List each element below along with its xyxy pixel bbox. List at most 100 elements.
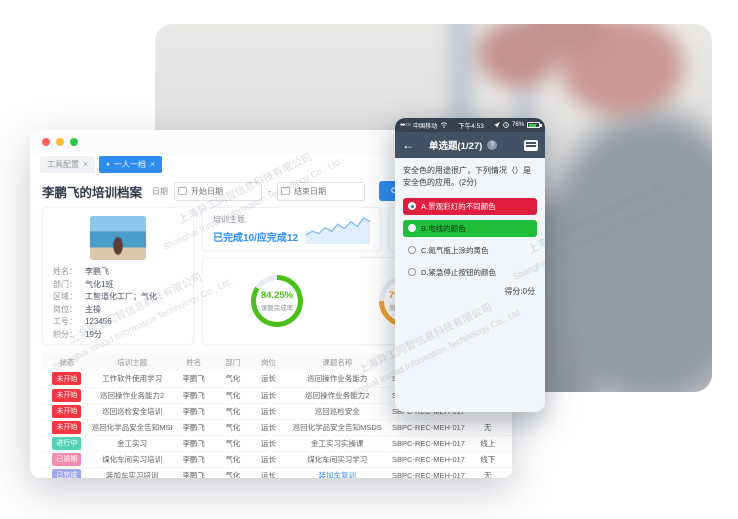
table-row[interactable]: 未开始巡回巡检安全培训李鹏飞气化运长巡回巡检安全SBPC-REC-MEH-017 bbox=[42, 403, 512, 420]
quiz-option[interactable]: D.紧急停止按钮的颜色 bbox=[403, 264, 537, 281]
table-cell: 已完成 bbox=[42, 467, 92, 478]
tab-one-person-one-file[interactable]: ● 一人一档 × bbox=[99, 156, 163, 173]
topic-label: 培训主题: bbox=[213, 215, 248, 224]
table-cell: 煤化车间实习培训 bbox=[91, 451, 173, 468]
option-text: D.紧急停止按钮的颜色 bbox=[421, 267, 496, 277]
answer-sheet-icon[interactable] bbox=[524, 139, 538, 151]
profile-field-row: 部门： 气化1班 bbox=[53, 279, 114, 289]
table-cell: 运长 bbox=[250, 467, 287, 478]
date-range-separator: - bbox=[268, 186, 272, 196]
quiz-option[interactable]: C.氮气瓶上涂的黄色 bbox=[403, 242, 537, 259]
table-cell: 李鹏飞 bbox=[172, 451, 216, 468]
back-arrow-icon[interactable]: ← bbox=[402, 138, 414, 152]
table-row[interactable]: 未开始 巡回化学品安全告知MSDS 李鹏飞 气化 运长 巡回化学品安全告知MSDS SBPC… bbox=[42, 419, 512, 436]
phone-nav-bar: ← 单选题(1/27) ? bbox=[395, 132, 545, 158]
table-cell: 李鹏飞 bbox=[172, 435, 216, 452]
table-cell: 气化 bbox=[215, 387, 251, 404]
tab-active-dot-icon: ● bbox=[106, 161, 110, 168]
course-link[interactable]: 装加车复训 bbox=[318, 470, 356, 479]
maximize-window-icon[interactable] bbox=[70, 138, 78, 146]
table-cell: 未开始 bbox=[42, 403, 92, 420]
phone-quiz-screen: ●●○○○ 中国移动 下午4:53 76% ← 单选题(1/27) ? 安全色的… bbox=[395, 118, 545, 412]
status-badge: 未开始 bbox=[52, 372, 82, 386]
table-cell: 运长 bbox=[250, 451, 287, 468]
tab-label: 工具配置 bbox=[47, 160, 79, 169]
table-header: 部门 bbox=[215, 353, 251, 371]
table-cell: 装加车实习培训 bbox=[91, 467, 173, 478]
close-window-icon[interactable] bbox=[42, 138, 50, 146]
table-cell: 运长 bbox=[250, 435, 287, 452]
table-cell: 巡回操作业务能力2 bbox=[286, 387, 389, 404]
donut-percent: 84.25% bbox=[260, 290, 294, 301]
table-cell: 李鹏飞 bbox=[172, 387, 216, 404]
table-cell: 工作软件使用学习 bbox=[91, 371, 173, 388]
option-text: B.电线的颜色 bbox=[421, 223, 466, 233]
table-cell: 2020年1月份培训计划 bbox=[506, 451, 512, 468]
date-label: 日期 bbox=[152, 186, 169, 196]
calendar-icon bbox=[178, 186, 188, 195]
table-cell: 未开始 bbox=[42, 387, 92, 404]
profile-field-row: 区域： 工智道化工厂；气化 bbox=[53, 292, 157, 301]
radio-icon[interactable] bbox=[408, 202, 416, 211]
table-cell: 进行中 bbox=[42, 435, 92, 452]
table-cell: 李鹏飞 bbox=[172, 403, 216, 420]
table-cell: SBPC-REC-MEH-017 bbox=[388, 435, 469, 452]
help-icon[interactable]: ? bbox=[487, 140, 498, 150]
status-badge: 未开始 bbox=[52, 404, 82, 418]
table-row[interactable]: 已逾期 煤化车间实习培训 李鹏飞 气化 运长 煤化车间实习学习 SBPC-REC-MEH-0… bbox=[42, 451, 512, 468]
donut-chart: 84.25% 课题完成率 bbox=[251, 275, 303, 327]
status-badge: 已完成 bbox=[52, 468, 82, 478]
table-cell: 李鹏飞 bbox=[172, 419, 216, 436]
donut-label: 课题完成率 bbox=[260, 305, 294, 312]
profile-fields: 姓名： 李鹏飞 部门： 气化1班 区域： 工智道化工厂；气化 岗位： 主操 工号： 123456 积… bbox=[53, 266, 183, 341]
status-badge: 未开始 bbox=[52, 388, 82, 402]
tab-close-icon[interactable]: × bbox=[149, 159, 156, 169]
table-cell: 煤化车间实习学习 bbox=[286, 451, 389, 468]
table-cell: 李鹏飞 bbox=[172, 371, 216, 388]
question-text: 安全色的用途很广，下列情况（）是安全色的应用。(2分) bbox=[403, 166, 531, 188]
table-cell: 巡回操作业务能力2 bbox=[91, 387, 173, 404]
status-badge: 已逾期 bbox=[52, 452, 82, 466]
profile-field-row: 积分： 19分 bbox=[53, 329, 102, 339]
table-cell: 李鹏飞 bbox=[172, 467, 216, 478]
tab-close-icon[interactable]: × bbox=[83, 159, 89, 169]
profile-field-row: 工号： 123456 bbox=[53, 317, 112, 326]
table-header: 课题名称 bbox=[286, 353, 389, 371]
table-header: 培训主题 bbox=[91, 353, 173, 371]
quiz-option[interactable]: B.电线的颜色 bbox=[403, 219, 537, 237]
table-cell: 气化 bbox=[215, 467, 251, 478]
start-date-input[interactable] bbox=[174, 182, 263, 201]
profile-field-row: 岗位： 主操 bbox=[53, 304, 101, 314]
quiz-title: 单选题(1/27) bbox=[429, 141, 483, 152]
wifi-icon bbox=[440, 122, 448, 128]
calendar-icon bbox=[281, 186, 291, 195]
end-date-input[interactable] bbox=[277, 182, 366, 201]
table-cell: 气化 bbox=[215, 419, 251, 436]
quiz-option[interactable]: A.景观彩灯的不同颜色 bbox=[403, 197, 537, 215]
tab-label: 一人一档 bbox=[113, 160, 146, 169]
start-date-wrap bbox=[174, 181, 263, 201]
table-cell: 巡回化学品安全告知MSDS bbox=[91, 419, 173, 436]
table-row[interactable]: 进行中金工实习李鹏飞气化运长金工实习实操课SBPC-REC-MEH-017线上2… bbox=[42, 435, 512, 452]
table-cell: 气化 bbox=[215, 451, 251, 468]
radio-icon[interactable] bbox=[408, 224, 416, 233]
minimize-window-icon[interactable] bbox=[56, 138, 64, 146]
table-cell: 2020年1月份培训计划 bbox=[506, 467, 512, 478]
table-header: 状态 bbox=[42, 353, 92, 371]
clock-time: 下午4:53 bbox=[458, 123, 484, 130]
table-cell: 运长 bbox=[250, 387, 287, 404]
table-cell: 金工实习 bbox=[91, 435, 173, 452]
tab-tool-config[interactable]: 工具配置 × bbox=[40, 156, 96, 173]
table-cell: 2020年1月份培训计划 bbox=[506, 435, 512, 452]
table-cell: SBPC-REC-MEH-017 bbox=[388, 419, 469, 436]
radio-icon[interactable] bbox=[408, 268, 416, 277]
table-cell: SBPC-REC-MEH-017 bbox=[388, 451, 469, 468]
profile-card: 姓名： 李鹏飞 部门： 气化1班 区域： 工智道化工厂；气化 岗位： 主操 工号： 123456 积… bbox=[42, 207, 194, 345]
location-arrow-icon bbox=[493, 122, 500, 128]
end-date-wrap bbox=[277, 181, 366, 201]
table-cell: 气化 bbox=[215, 371, 251, 388]
radio-icon[interactable] bbox=[408, 246, 416, 255]
table-cell: 未开始 bbox=[42, 419, 92, 436]
table-cell: 线下 bbox=[468, 451, 507, 468]
